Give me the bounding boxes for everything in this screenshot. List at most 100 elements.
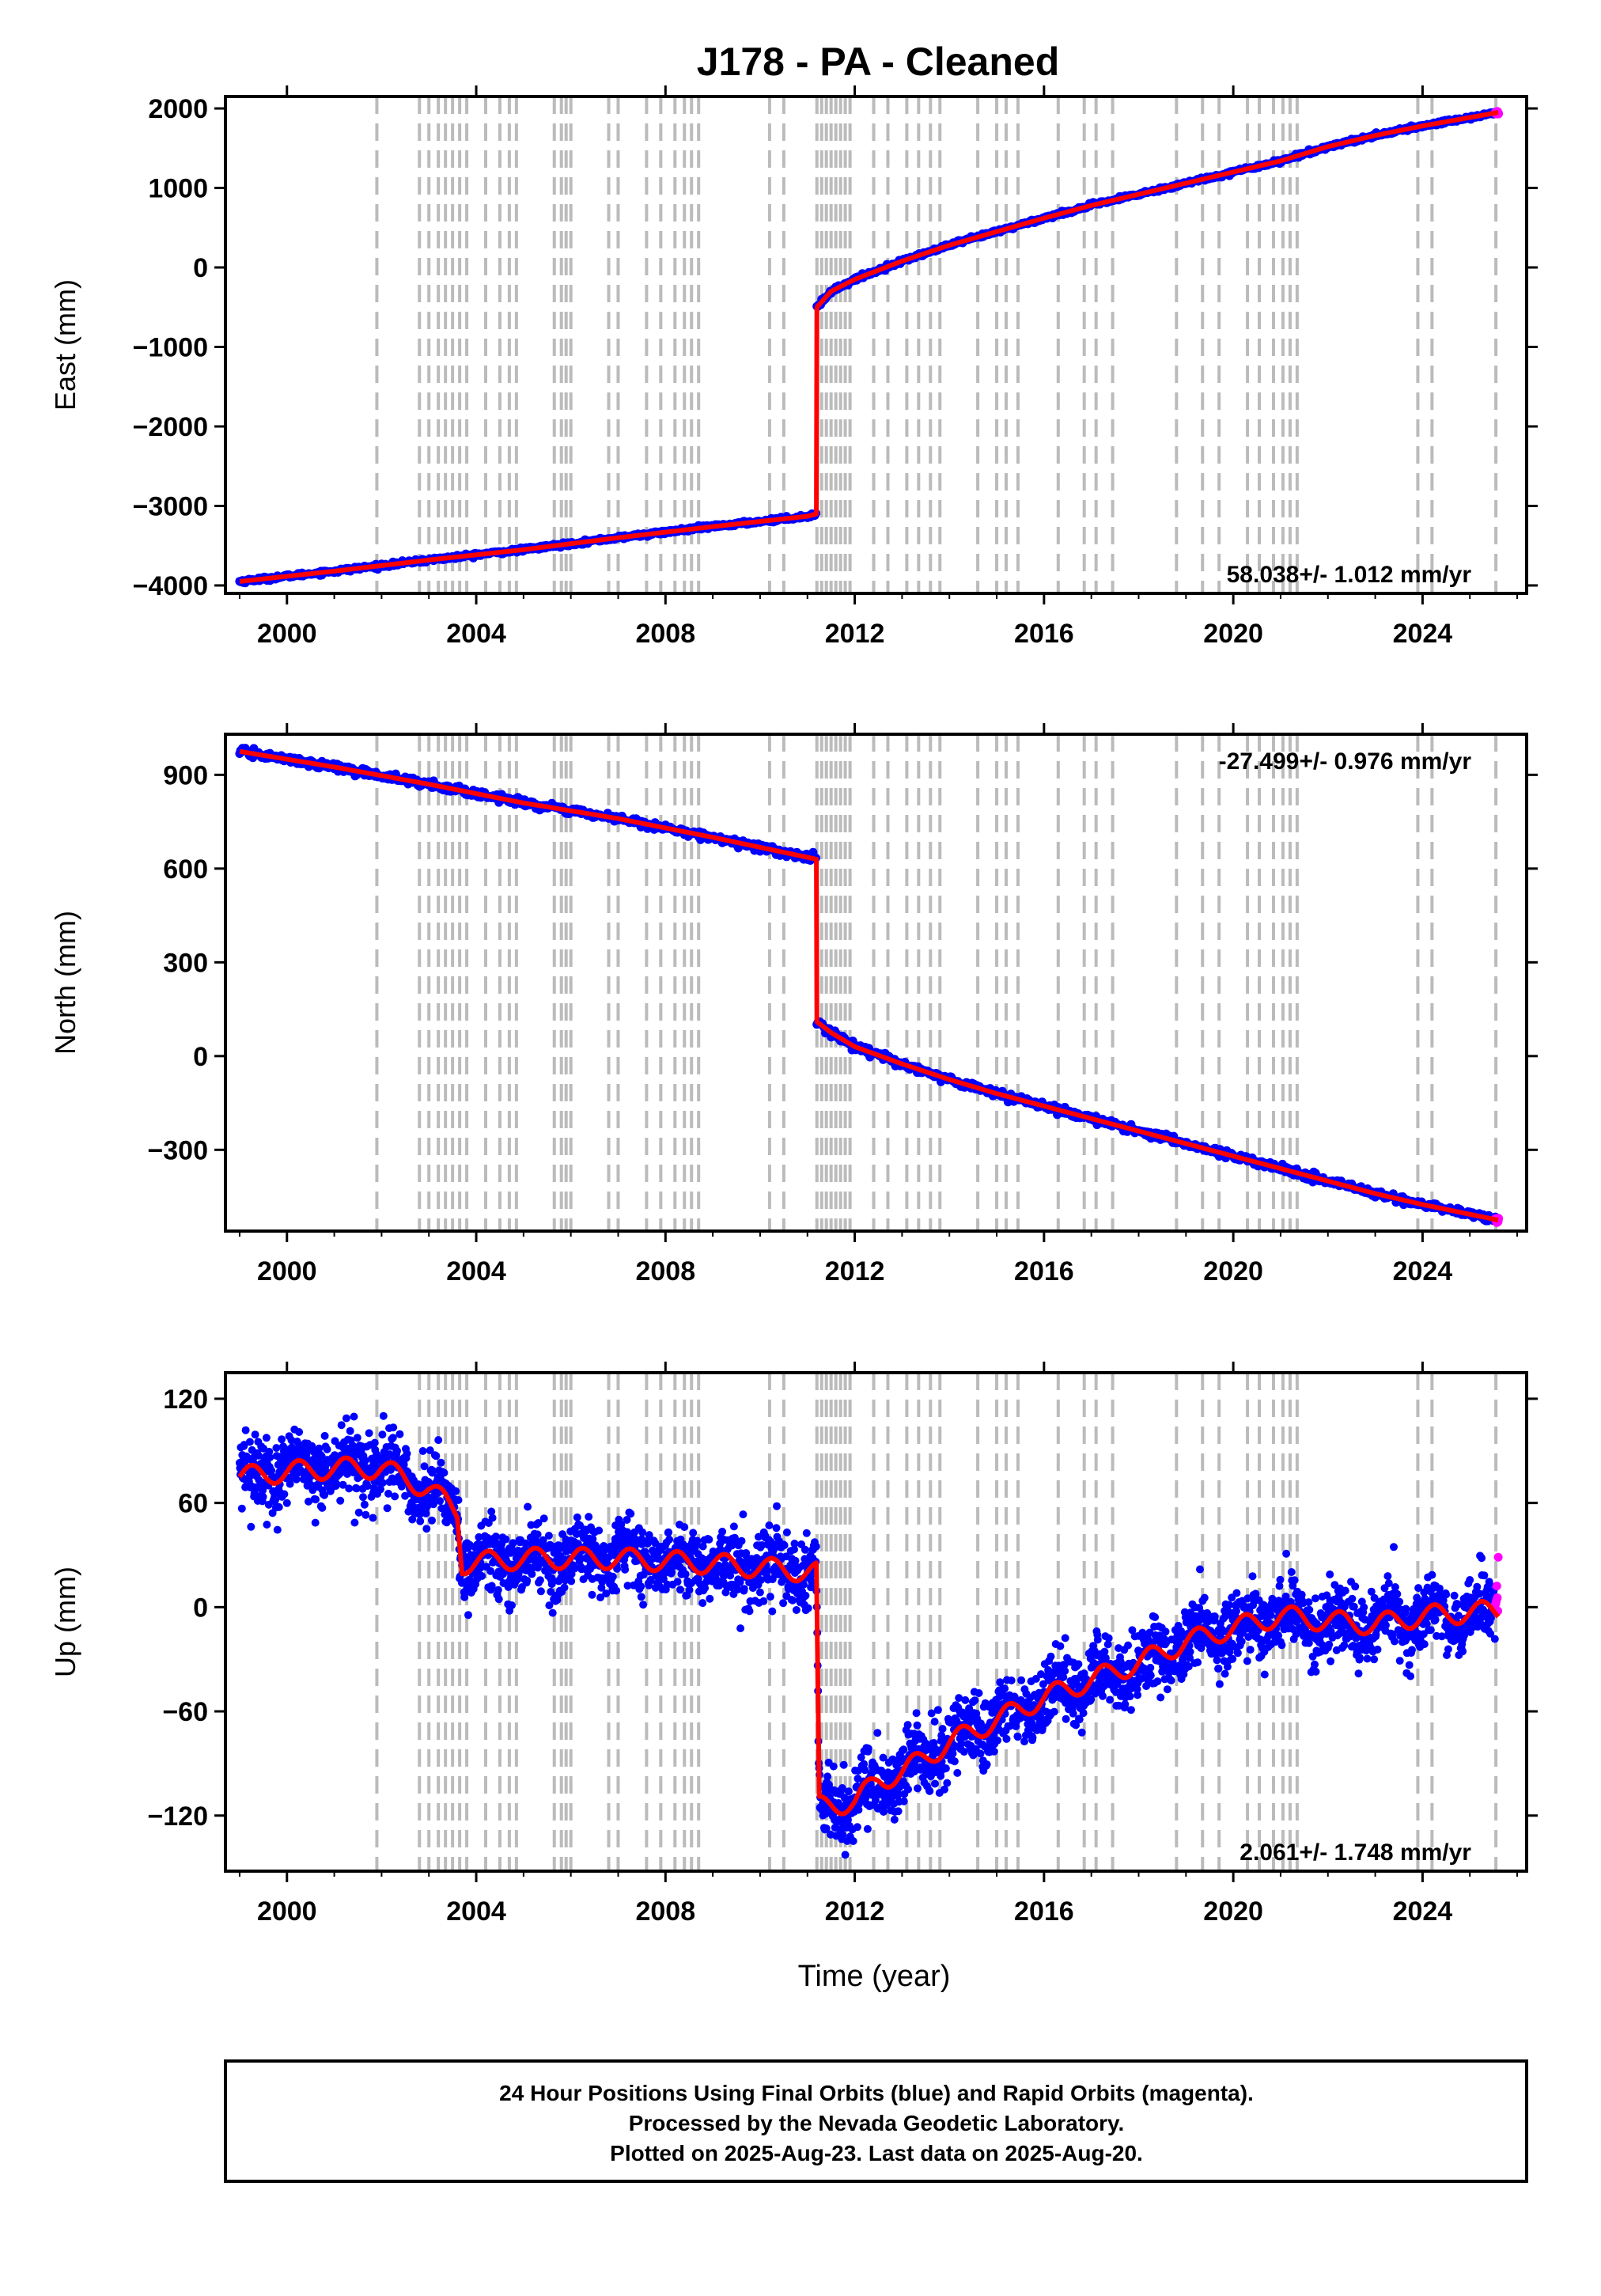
final-orbit-point	[689, 1529, 698, 1537]
plot-area-north	[235, 734, 1504, 1231]
final-orbit-point	[567, 1577, 576, 1586]
final-orbit-point	[925, 1786, 934, 1795]
x-tick-label: 2008	[635, 1256, 695, 1286]
final-orbit-point	[779, 1599, 788, 1608]
final-orbit-point	[501, 1535, 510, 1544]
final-orbit-point	[933, 1706, 942, 1714]
final-orbit-point	[282, 1498, 291, 1507]
final-orbit-point	[930, 1718, 939, 1726]
final-orbit-point	[873, 1729, 882, 1737]
final-orbit-point	[259, 1492, 267, 1501]
final-orbit-point	[718, 1527, 727, 1536]
final-orbit-point	[573, 1513, 581, 1521]
final-orbit-point	[768, 1607, 777, 1616]
final-orbit-points-up	[235, 1411, 1500, 1859]
final-orbit-point	[894, 1807, 903, 1816]
final-orbit-point	[262, 1434, 271, 1442]
final-orbit-point	[664, 1528, 673, 1536]
final-orbit-point	[994, 1736, 1001, 1745]
final-orbit-point	[464, 1611, 472, 1620]
final-orbit-point	[346, 1426, 354, 1435]
final-orbit-point	[320, 1431, 329, 1440]
final-orbit-point	[389, 1423, 398, 1432]
final-orbit-point	[899, 1745, 908, 1754]
final-orbit-point	[585, 1513, 593, 1521]
model-fit-line-east	[237, 110, 1501, 584]
figure-title: J178 - PA - Cleaned	[697, 40, 1060, 84]
x-tick-label: 2012	[825, 1256, 885, 1286]
y-tick-label: 0	[193, 1042, 208, 1072]
final-orbit-point	[237, 1504, 246, 1513]
final-orbit-point	[434, 1436, 443, 1445]
final-orbit-point	[903, 1721, 912, 1730]
final-orbit-point	[681, 1570, 690, 1578]
final-orbit-point	[280, 1490, 289, 1498]
final-orbit-point	[637, 1582, 645, 1591]
final-orbit-point	[263, 1521, 271, 1529]
final-orbit-point	[245, 1438, 254, 1446]
final-orbit-point	[800, 1545, 809, 1554]
final-orbit-point	[292, 1475, 301, 1483]
final-orbit-point	[488, 1514, 497, 1522]
final-orbit-point	[849, 1837, 857, 1845]
final-orbit-point	[494, 1595, 503, 1604]
final-orbit-point	[953, 1768, 962, 1777]
final-orbit-point	[396, 1430, 404, 1438]
final-orbit-point	[378, 1430, 387, 1439]
final-orbit-point	[745, 1607, 754, 1616]
final-orbit-point	[354, 1508, 363, 1517]
final-orbit-point	[332, 1480, 340, 1488]
final-orbit-point	[890, 1815, 899, 1824]
final-orbit-point	[528, 1570, 536, 1578]
final-orbit-point	[729, 1522, 738, 1531]
final-orbit-point	[437, 1458, 445, 1467]
final-orbit-point	[418, 1447, 427, 1455]
final-orbit-point	[432, 1452, 441, 1461]
final-orbit-point	[494, 1586, 502, 1594]
final-orbit-point	[274, 1502, 283, 1511]
final-orbit-point	[698, 1599, 707, 1608]
final-orbit-point	[350, 1518, 359, 1527]
final-orbit-point	[823, 1772, 832, 1781]
y-tick-label: −4000	[133, 571, 209, 601]
final-orbit-point	[428, 1516, 436, 1525]
rate-label-east: 58.038+/- 1.012 mm/yr	[1227, 562, 1472, 588]
final-orbit-point	[588, 1590, 596, 1599]
final-orbit-point	[680, 1523, 689, 1532]
final-orbit-point	[780, 1541, 789, 1550]
final-orbit-point	[912, 1709, 921, 1718]
final-orbit-point	[673, 1578, 682, 1586]
final-orbit-point	[353, 1434, 361, 1442]
final-orbit-point	[864, 1745, 872, 1752]
final-orbit-point	[676, 1586, 684, 1594]
final-orbit-point	[345, 1484, 354, 1493]
final-orbit-point	[792, 1606, 800, 1614]
final-orbit-point	[379, 1411, 388, 1420]
final-orbit-point	[508, 1601, 516, 1609]
final-orbit-point	[539, 1514, 548, 1523]
final-orbit-point	[278, 1435, 286, 1444]
final-orbit-point	[267, 1466, 276, 1475]
final-orbit-point	[454, 1496, 463, 1504]
final-orbit-point	[755, 1588, 764, 1597]
final-orbit-point	[773, 1502, 781, 1510]
final-orbit-point	[436, 1497, 445, 1506]
final-orbit-point	[914, 1784, 922, 1793]
x-tick-label: 2016	[1014, 1256, 1074, 1286]
final-orbit-point	[342, 1414, 350, 1423]
final-orbit-point	[323, 1445, 331, 1453]
final-orbit-point	[440, 1468, 449, 1477]
final-orbit-point	[595, 1526, 604, 1535]
final-orbit-point	[938, 1725, 947, 1733]
y-tick-label: 0	[193, 253, 208, 283]
final-orbit-point	[524, 1502, 532, 1511]
x-tick-label: 2020	[1203, 1256, 1263, 1286]
final-orbit-point	[904, 1785, 913, 1794]
final-orbit-point	[383, 1504, 392, 1513]
y-axis-label-east: East (mm)	[49, 279, 81, 411]
x-tick-label: 2016	[1014, 619, 1074, 649]
y-tick-label: 600	[163, 854, 208, 885]
